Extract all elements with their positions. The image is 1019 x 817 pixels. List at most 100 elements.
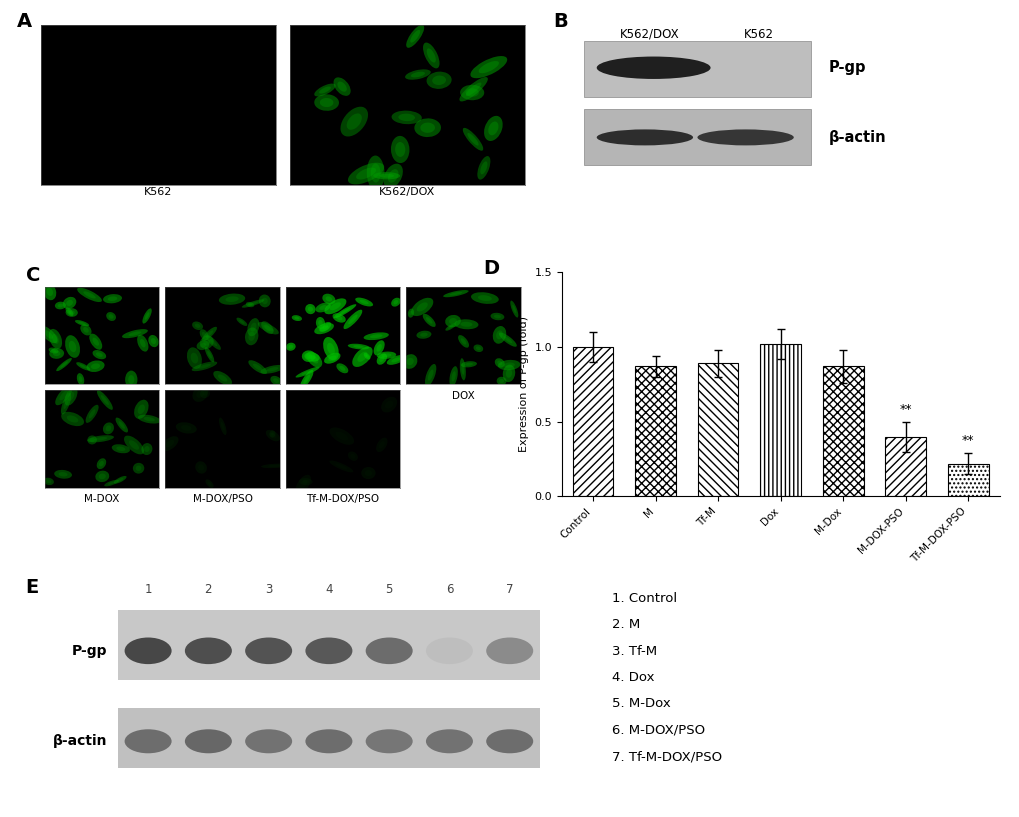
Ellipse shape xyxy=(319,87,330,94)
Bar xyxy=(118,602,539,610)
Ellipse shape xyxy=(423,42,439,69)
Ellipse shape xyxy=(484,116,502,141)
Text: 6: 6 xyxy=(445,583,452,596)
Text: 4: 4 xyxy=(325,583,332,596)
Text: M: M xyxy=(218,391,227,401)
Ellipse shape xyxy=(305,637,353,664)
Text: M-DOX: M-DOX xyxy=(85,494,119,504)
X-axis label: K562/DOX: K562/DOX xyxy=(379,187,435,198)
Y-axis label: Expression of P-gp (fold): Expression of P-gp (fold) xyxy=(519,316,528,453)
Ellipse shape xyxy=(340,107,368,136)
Ellipse shape xyxy=(486,637,533,664)
Bar xyxy=(822,367,863,497)
Ellipse shape xyxy=(379,174,393,178)
Text: B: B xyxy=(552,11,568,31)
Ellipse shape xyxy=(596,56,710,79)
Ellipse shape xyxy=(184,730,231,753)
Text: 4. Dox: 4. Dox xyxy=(611,671,654,684)
Text: 7: 7 xyxy=(505,583,513,596)
Text: 6. M-DOX/PSO: 6. M-DOX/PSO xyxy=(611,724,705,737)
Ellipse shape xyxy=(398,114,415,121)
Text: Tf-M-DOX/PSO: Tf-M-DOX/PSO xyxy=(306,494,379,504)
Text: β-actin: β-actin xyxy=(828,130,886,145)
Ellipse shape xyxy=(697,129,793,145)
Bar xyxy=(697,364,738,497)
Ellipse shape xyxy=(459,77,487,101)
Ellipse shape xyxy=(314,94,338,111)
Bar xyxy=(583,41,810,96)
Ellipse shape xyxy=(390,136,409,163)
Ellipse shape xyxy=(410,30,420,42)
Text: 7. Tf-M-DOX/PSO: 7. Tf-M-DOX/PSO xyxy=(611,750,721,763)
Ellipse shape xyxy=(383,163,403,188)
Text: K562/DOX: K562/DOX xyxy=(619,28,679,41)
Bar xyxy=(884,437,925,497)
Text: E: E xyxy=(25,578,39,597)
Text: A: A xyxy=(17,11,33,31)
Text: 1: 1 xyxy=(145,583,152,596)
Ellipse shape xyxy=(406,25,424,48)
Text: K562: K562 xyxy=(743,28,773,41)
Ellipse shape xyxy=(480,162,487,174)
Text: P-gp: P-gp xyxy=(828,60,865,75)
Bar xyxy=(759,344,800,497)
Ellipse shape xyxy=(432,75,445,85)
Text: 5. M-Dox: 5. M-Dox xyxy=(611,698,671,710)
Ellipse shape xyxy=(478,61,498,74)
Ellipse shape xyxy=(426,72,451,89)
Ellipse shape xyxy=(467,133,478,145)
Ellipse shape xyxy=(333,78,351,96)
Bar xyxy=(635,367,676,497)
Ellipse shape xyxy=(245,637,291,664)
Ellipse shape xyxy=(347,163,384,185)
Text: M-DOX/PSO: M-DOX/PSO xyxy=(193,494,253,504)
Bar xyxy=(947,463,987,497)
Ellipse shape xyxy=(356,167,376,180)
Text: 2. M: 2. M xyxy=(611,618,640,631)
Ellipse shape xyxy=(470,56,506,78)
Ellipse shape xyxy=(596,129,692,145)
X-axis label: K562: K562 xyxy=(144,187,172,198)
Ellipse shape xyxy=(124,637,171,664)
Ellipse shape xyxy=(394,142,405,157)
Ellipse shape xyxy=(387,169,398,183)
Ellipse shape xyxy=(466,83,481,96)
Ellipse shape xyxy=(320,98,333,107)
Text: P-gp: P-gp xyxy=(72,644,108,658)
Ellipse shape xyxy=(411,72,425,78)
Ellipse shape xyxy=(426,637,473,664)
Ellipse shape xyxy=(366,730,413,753)
Ellipse shape xyxy=(405,69,430,80)
Ellipse shape xyxy=(426,48,435,63)
Text: Tf-M: Tf-M xyxy=(332,391,354,401)
Ellipse shape xyxy=(371,163,380,182)
Text: 5: 5 xyxy=(385,583,392,596)
Text: 3: 3 xyxy=(265,583,272,596)
Bar xyxy=(572,347,612,497)
Ellipse shape xyxy=(477,156,490,180)
Ellipse shape xyxy=(367,155,384,190)
Ellipse shape xyxy=(426,730,473,753)
Ellipse shape xyxy=(463,128,483,150)
Ellipse shape xyxy=(314,83,335,96)
Ellipse shape xyxy=(488,122,498,136)
Ellipse shape xyxy=(414,118,440,137)
Ellipse shape xyxy=(460,85,484,100)
Ellipse shape xyxy=(245,730,291,753)
Text: Control: Control xyxy=(83,391,121,401)
Ellipse shape xyxy=(346,114,362,130)
Text: DOX: DOX xyxy=(451,391,475,401)
Text: 2: 2 xyxy=(205,583,212,596)
Text: 3. Tf-M: 3. Tf-M xyxy=(611,645,657,658)
Ellipse shape xyxy=(465,88,478,96)
Ellipse shape xyxy=(124,730,171,753)
Text: C: C xyxy=(26,266,41,284)
Text: **: ** xyxy=(899,403,911,416)
Bar xyxy=(118,610,539,681)
Ellipse shape xyxy=(305,730,353,753)
Ellipse shape xyxy=(373,172,399,180)
Ellipse shape xyxy=(366,637,413,664)
Ellipse shape xyxy=(337,82,346,92)
Ellipse shape xyxy=(420,123,434,133)
Bar xyxy=(118,708,539,768)
